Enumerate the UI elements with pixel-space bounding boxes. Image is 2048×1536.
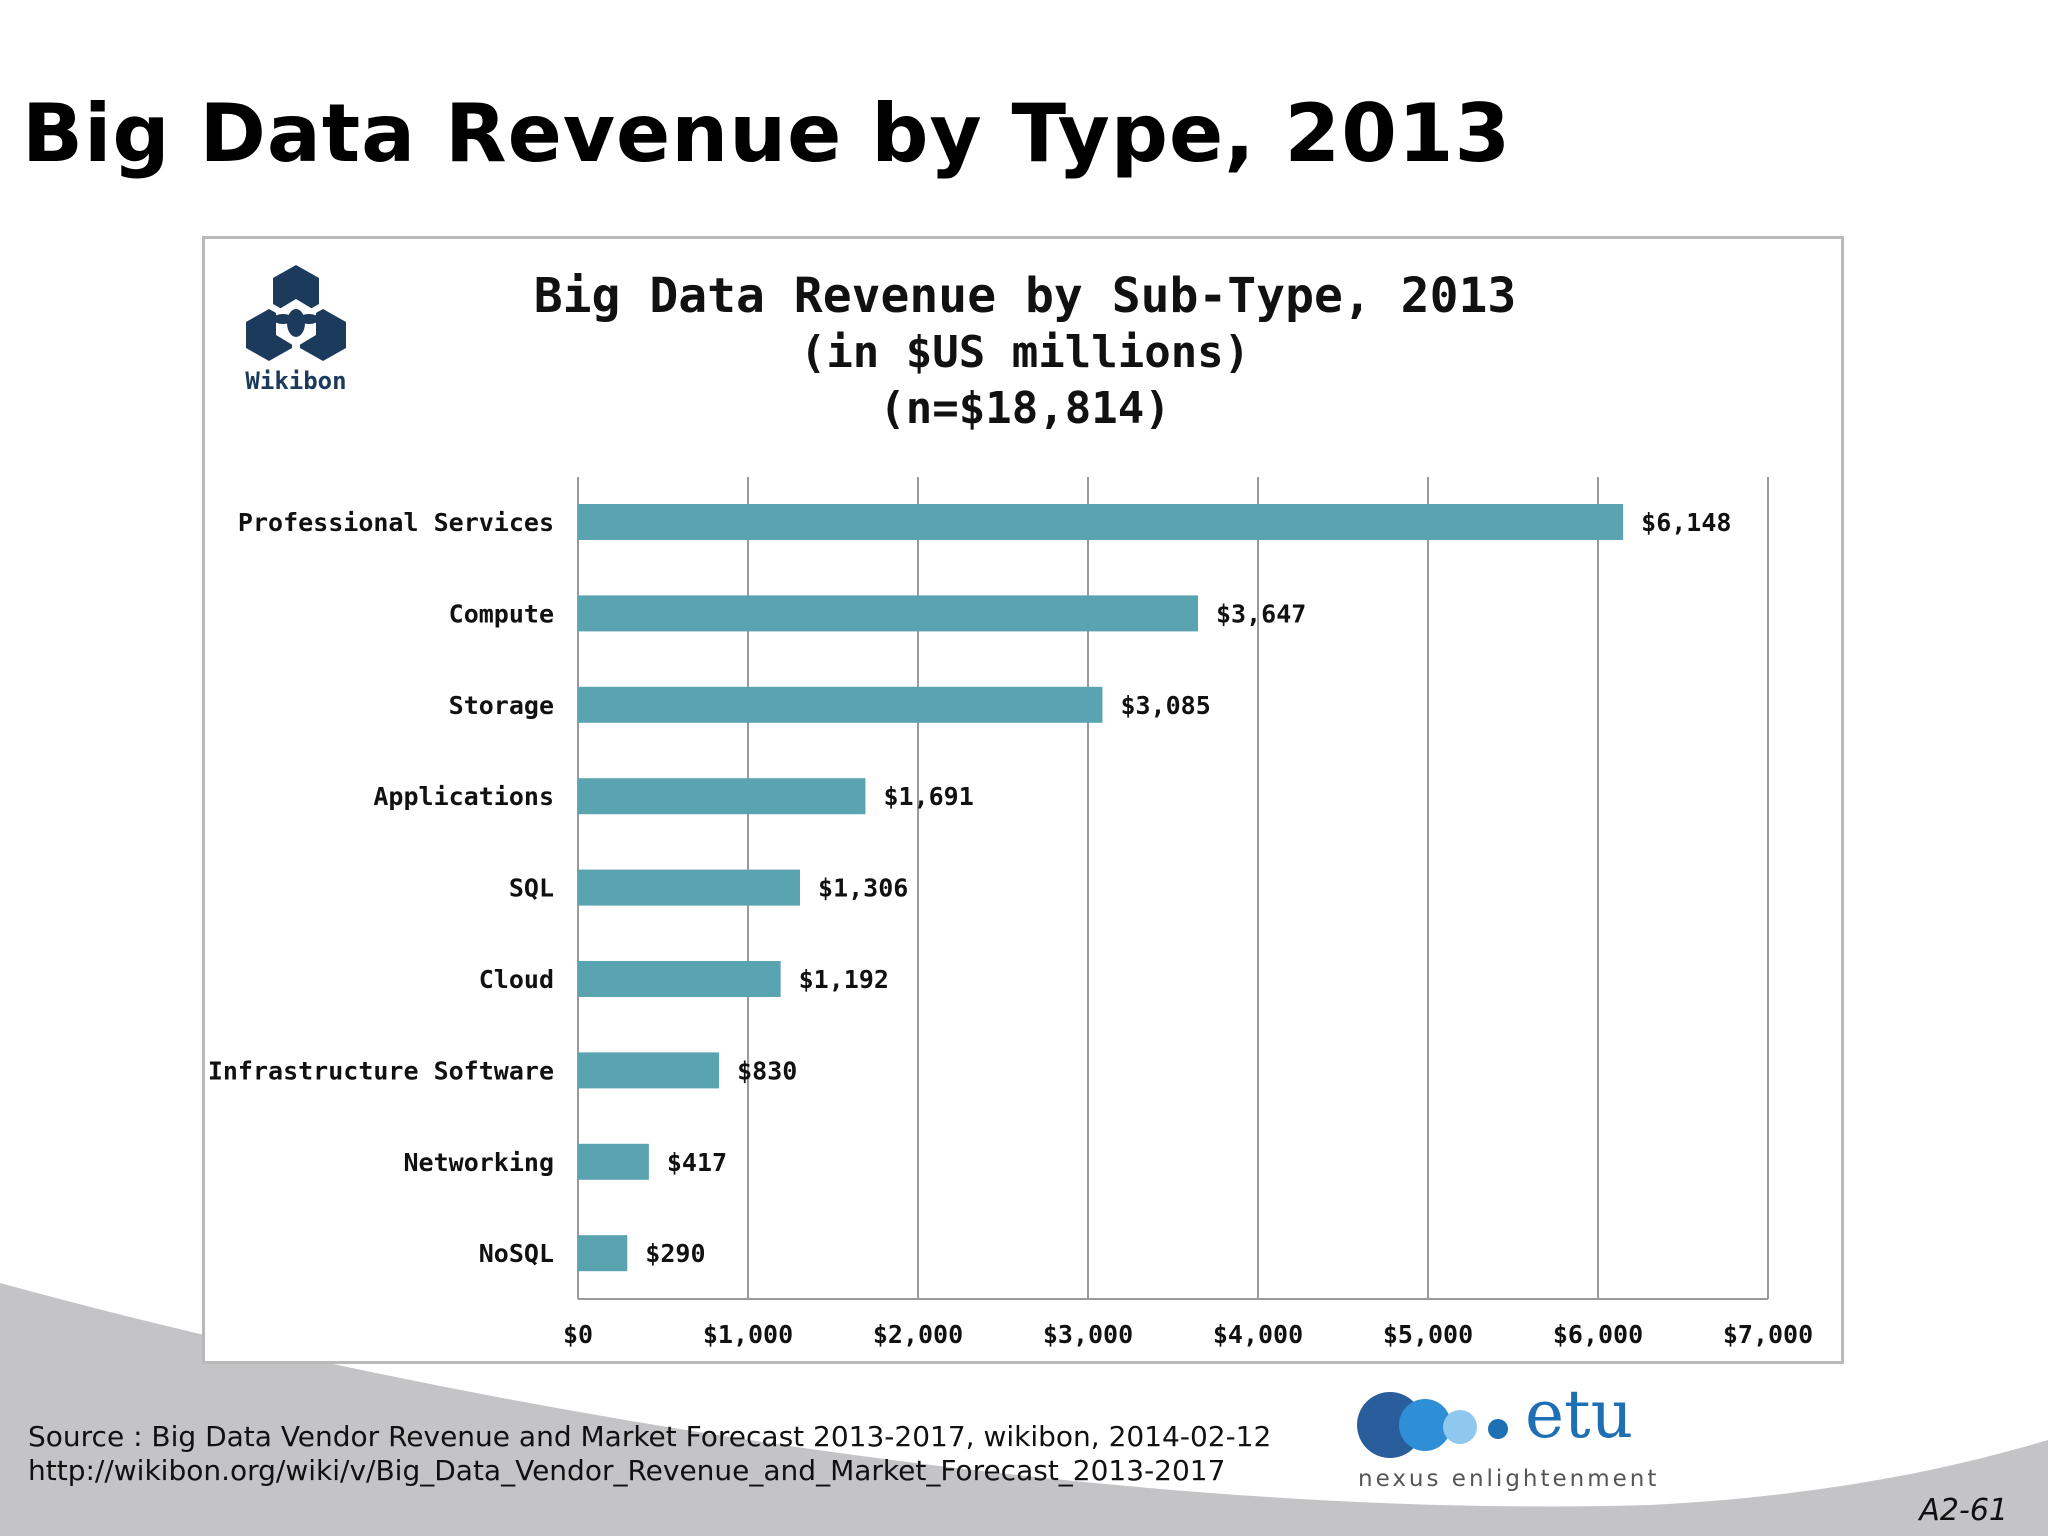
category-label: Cloud: [479, 965, 554, 994]
etu-dot-medium: [1399, 1399, 1451, 1451]
category-label: NoSQL: [479, 1239, 554, 1268]
slide-title: Big Data Revenue by Type, 2013: [22, 87, 1512, 180]
swoosh-shape: [0, 1283, 2048, 1536]
chart-frame: Wikibon Big Data Revenue by Sub-Type, 20…: [202, 236, 1844, 1364]
category-label: Professional Services: [238, 508, 554, 537]
bar: [578, 504, 1624, 540]
bar-chart-plot: $0 $1,000 $2,000 $3,000 $4,000 $5,000 $6,000 $7…: [208, 477, 1813, 1349]
bar: [578, 595, 1198, 632]
chart-subtitle: (in $US millions): [799, 327, 1251, 378]
value-label: $417: [667, 1148, 727, 1177]
wikibon-logo: Wikibon: [245, 265, 347, 395]
source-url: http://wikibon.org/wiki/v/Big_Data_Vendo…: [28, 1454, 1226, 1487]
chart-total-note: (n=$18,814): [879, 383, 1171, 434]
category-label: Networking: [403, 1148, 554, 1177]
value-label: $1,306: [818, 874, 908, 903]
value-label: $1,691: [883, 782, 973, 811]
labels: $0 $1,000 $2,000 $3,000 $4,000 $5,000 $6,000 $7…: [208, 508, 1813, 1349]
x-tick-label: $4,000: [1213, 1320, 1303, 1349]
chart-title: Big Data Revenue by Sub-Type, 2013: [533, 268, 1517, 324]
bar: [578, 1235, 628, 1272]
value-label: $3,085: [1120, 691, 1210, 720]
x-tick-label: $1,000: [703, 1320, 793, 1349]
page-number: A2-61: [1919, 1493, 2008, 1528]
value-label: $830: [737, 1056, 797, 1085]
x-tick-label: $5,000: [1383, 1320, 1473, 1349]
source-citation: Source : Big Data Vendor Revenue and Mar…: [28, 1420, 1271, 1488]
value-label: $1,192: [799, 965, 889, 994]
value-label: $290: [645, 1239, 705, 1268]
value-label: $3,647: [1216, 599, 1306, 628]
bars: [578, 504, 1624, 1272]
etu-dot-small: [1443, 1410, 1477, 1444]
source-line-1: Source : Big Data Vendor Revenue and Mar…: [28, 1420, 1272, 1453]
bar: [578, 1052, 720, 1089]
bar: [578, 1143, 649, 1180]
etu-logo-text: etu: [1525, 1376, 1634, 1453]
category-label: Applications: [373, 782, 554, 811]
wikibon-logo-text: Wikibon: [245, 367, 346, 395]
category-label: Compute: [449, 599, 554, 628]
bar: [578, 961, 781, 997]
category-label: Storage: [449, 691, 554, 720]
category-label: Infrastructure Software: [208, 1056, 554, 1085]
etu-dot-tiny: [1488, 1419, 1508, 1439]
bar: [578, 778, 866, 815]
bar: [578, 686, 1103, 723]
value-label: $6,148: [1641, 508, 1731, 537]
etu-tagline: nexus enlightenment: [1358, 1466, 1660, 1492]
x-tick-label: $2,000: [873, 1320, 963, 1349]
x-tick-label: $7,000: [1723, 1320, 1813, 1349]
x-tick-label: $6,000: [1553, 1320, 1643, 1349]
wikibon-hex-icon: [246, 265, 346, 361]
x-tick-label: $3,000: [1043, 1320, 1133, 1349]
category-label: SQL: [509, 874, 554, 903]
x-tick-label: $0: [563, 1320, 593, 1349]
etu-logo-dots-icon: [1357, 1392, 1508, 1458]
bar: [578, 869, 801, 906]
